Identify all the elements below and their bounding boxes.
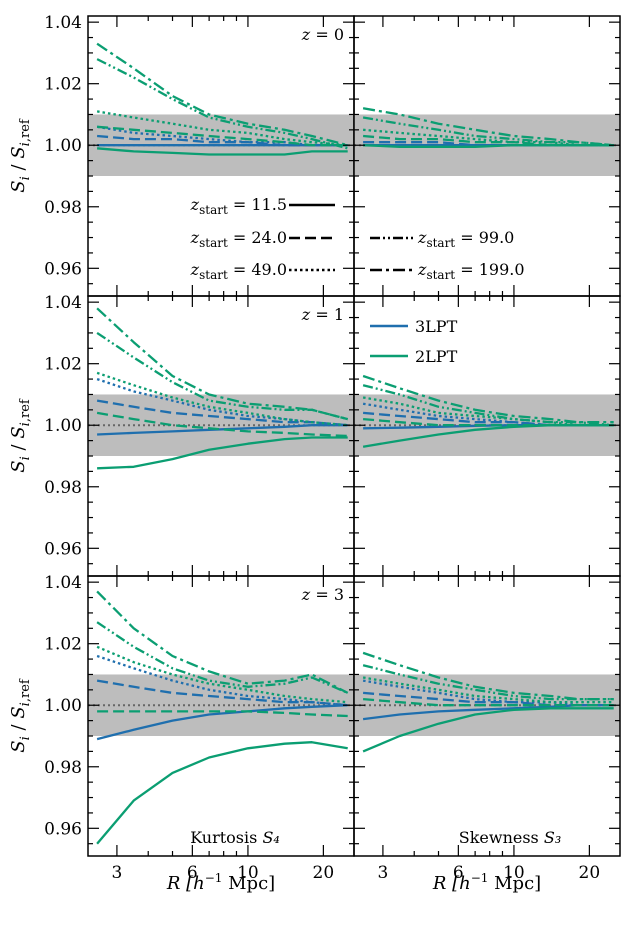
axis-labels: Si / Si,ref Si / Si,ref Si / Si,ref R [h…	[8, 118, 541, 894]
y-tick-label: 0.96	[44, 819, 82, 839]
ticks	[88, 296, 354, 576]
series-2LPT-solid	[96, 741, 348, 845]
y-tick-label: 0.98	[44, 198, 82, 218]
legend-item-dashed: zstart = 24.0	[190, 228, 335, 250]
statistic-label: Kurtosis S₄	[190, 828, 280, 847]
series-3LPT-dotted	[96, 654, 348, 707]
legend-label: zstart = 11.5	[190, 195, 287, 217]
panel-r1-c0: 0.96 0.98 1.00 1.02 1.04 z = 1	[44, 293, 355, 577]
legend-item-solid: zstart = 11.5	[190, 195, 335, 217]
series-group	[96, 590, 349, 845]
y-tick-label: 1.02	[44, 635, 82, 655]
series-2LPT-dotted	[363, 128, 614, 147]
series-group	[362, 651, 614, 753]
y-tick-label: 1.00	[44, 416, 82, 436]
series-2LPT-dashdot	[362, 374, 614, 424]
panel-r0-c0: 0.96 0.98 1.00 1.02 1.04 z = 0	[44, 13, 355, 297]
y-axis-label-row-2: Si / Si,ref	[8, 678, 33, 753]
x-axis-label-col-1: R [h−1 Mpc]	[432, 871, 541, 894]
series-2LPT-dotted	[96, 371, 348, 427]
series-group	[362, 374, 614, 448]
series-2LPT-dotted	[96, 645, 348, 704]
series-2LPT-dashed	[363, 417, 614, 427]
x-tick-label: 3	[378, 863, 389, 883]
legend-label: 3LPT	[415, 317, 458, 336]
series-2LPT-dashed	[363, 697, 614, 707]
series-2LPT-dashdot	[362, 651, 614, 701]
series-3LPT-dotted	[362, 402, 614, 427]
statistic-label: Skewness S₃	[459, 828, 561, 847]
legend-item-2LPT: 2LPT	[370, 347, 458, 366]
y-tick-label: 0.96	[44, 259, 82, 279]
redshift-label: z = 3	[301, 585, 344, 604]
legends: zstart = 11.5 zstart = 24.0 zstart = 49.0 z…	[190, 195, 525, 366]
legend-label: zstart = 49.0	[190, 260, 287, 282]
panel-r2-c0: 0.96 0.98 1.00 1.02 1.04 3 6 10 20 z = 3 Kurtosis …	[44, 573, 355, 883]
panel-r0-c1	[353, 15, 621, 297]
panel-r2-c1: 3 6 10 20 Skewness S₃	[353, 575, 621, 883]
series-2LPT-dashed	[97, 710, 348, 718]
series-group	[362, 107, 614, 148]
legend-label: zstart = 199.0	[417, 260, 525, 282]
series-3LPT-solid	[96, 704, 348, 741]
x-axis-label-col-0: R [h−1 Mpc]	[166, 871, 275, 894]
legend-label: zstart = 99.0	[417, 228, 514, 250]
x-tick-label: 20	[313, 863, 335, 883]
y-tick-label: 1.02	[44, 75, 82, 95]
series-group	[96, 307, 348, 470]
x-tick-label: 10	[237, 863, 259, 883]
legend-item-dotted: zstart = 49.0	[190, 260, 335, 282]
legend-label: 2LPT	[415, 347, 458, 366]
y-tick-label: 0.96	[44, 539, 82, 559]
y-tick-label: 1.04	[44, 573, 82, 593]
x-tick-label: 3	[112, 863, 123, 883]
series-group	[96, 42, 348, 156]
x-tick-label: 6	[187, 863, 198, 883]
ticks	[354, 296, 620, 576]
y-tick-label: 0.98	[44, 478, 82, 498]
y-tick-label: 1.02	[44, 355, 82, 375]
series-2LPT-dashdot	[96, 42, 348, 147]
series-2LPT-dashdotdot	[96, 331, 348, 421]
series-2LPT-dashed	[96, 411, 348, 438]
series-2LPT-dotted	[96, 110, 348, 147]
x-tick-label: 10	[503, 863, 525, 883]
series-2LPT-dashdot	[96, 307, 348, 421]
x-tick-label: 20	[579, 863, 601, 883]
ticks	[88, 16, 354, 296]
legend-item-dashdotdot: zstart = 99.0	[370, 228, 514, 250]
y-tick-label: 1.00	[44, 696, 82, 716]
ticks	[354, 576, 620, 856]
series-2LPT-solid	[97, 436, 348, 470]
panel-r1-c1	[353, 295, 621, 577]
series-2LPT-dashdotdot	[96, 621, 349, 694]
y-axis-label-row-0: Si / Si,ref	[8, 118, 33, 193]
ticks	[354, 16, 620, 296]
legend-item-3LPT: 3LPT	[370, 317, 458, 336]
y-axis-label-row-1: Si / Si,ref	[8, 398, 33, 473]
ticks	[88, 576, 354, 856]
series-2LPT-dashed	[97, 125, 348, 147]
series-2LPT-solid	[362, 707, 614, 753]
legend-label: zstart = 24.0	[190, 228, 287, 250]
redshift-label: z = 0	[301, 25, 344, 44]
series-2LPT-dashdotdot	[96, 58, 348, 150]
panels: 0.96 0.98 1.00 1.02 1.04 z = 0 0.96 0.98 1.00 1.0…	[44, 13, 621, 883]
series-2LPT-dotted	[362, 676, 614, 704]
redshift-label: z = 1	[301, 305, 344, 324]
y-tick-label: 1.04	[44, 293, 82, 313]
y-tick-label: 1.04	[44, 13, 82, 33]
series-2LPT-dashdot	[96, 590, 349, 694]
y-tick-label: 1.00	[44, 136, 82, 156]
series-2LPT-solid	[97, 147, 348, 156]
panel-frame	[353, 575, 621, 857]
x-tick-label: 6	[453, 863, 464, 883]
legend-item-dashdot: zstart = 199.0	[370, 260, 525, 282]
series-3LPT-dotted	[362, 679, 614, 707]
series-2LPT-dotted	[362, 396, 614, 427]
series-2LPT-dashdot	[362, 107, 614, 147]
y-tick-label: 0.98	[44, 758, 82, 778]
